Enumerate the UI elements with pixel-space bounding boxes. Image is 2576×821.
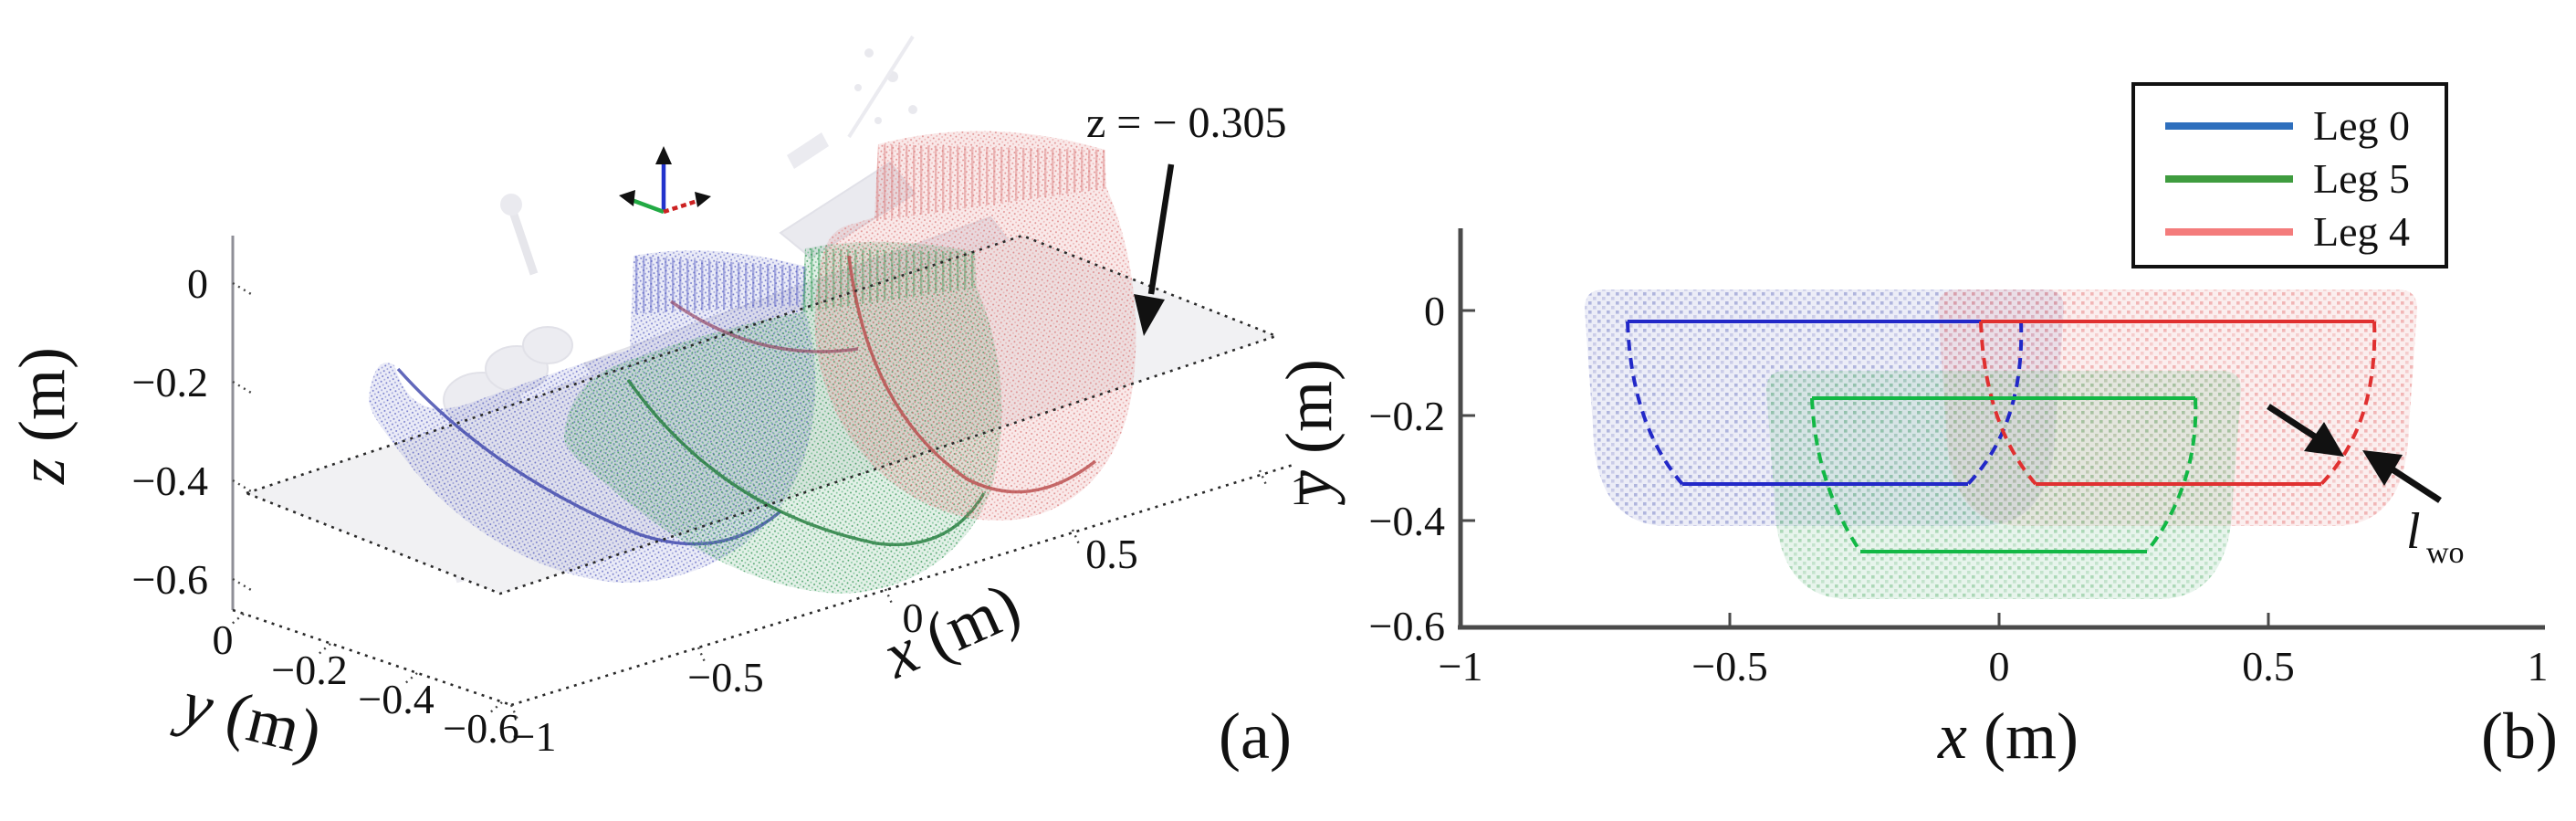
coordinate-triad [619, 146, 711, 215]
plot-b: 0 −0.2 −0.4 −0.6 y (m) −1 −0.5 0 0.5 1 x… [1272, 82, 2558, 773]
pinch-arrow-lower-icon [2362, 450, 2403, 486]
plot-a: 0 −0.2 −0.4 −0.6 z (m) 0 −0.2 −0.4 −0.6 … [5, 35, 1312, 773]
annotation-arrow-shaft [1147, 163, 1175, 295]
legend-item-leg0: Leg 0 [2165, 102, 2410, 149]
b-y-tick-label: 0 [1424, 288, 1445, 334]
b-x-axis: −1 −0.5 0 0.5 1 x (m) [1439, 613, 2549, 773]
x-arrowhead-icon [695, 192, 711, 207]
b-x-tick-label: 0.5 [2242, 643, 2295, 689]
b-x-tick-label: 1 [2528, 643, 2549, 689]
x-tick-label: 0 [903, 595, 924, 641]
x-tick-label: 1 [1291, 467, 1312, 513]
x-tick-label: −1 [512, 713, 557, 760]
panel-label-a: (a) [1219, 700, 1292, 773]
z-arrowhead-icon [655, 146, 672, 164]
y-tick-label: −0.6 [443, 705, 518, 752]
legend: Leg 0 Leg 5 Leg 4 [2131, 82, 2448, 268]
b-x-tick-label: 0 [1989, 643, 2010, 689]
offset-annotation: l wo [2267, 404, 2465, 570]
legend-label: Leg 0 [2313, 102, 2410, 149]
workspace-bowl-leg4 [669, 131, 1136, 521]
boundary-plane-border [243, 234, 1280, 595]
b-y-tick-label: −0.2 [1369, 393, 1445, 439]
y-tick-label: −0.4 [358, 676, 434, 722]
y-tick-label: 0 [213, 616, 234, 663]
pinch-arrow-upper-icon [2304, 422, 2344, 457]
panel-label-b: (b) [2481, 700, 2558, 773]
y-tick-label: −0.2 [271, 647, 347, 693]
z-axis-label: z (m) [5, 347, 79, 485]
z-axis: 0 −0.2 −0.4 −0.6 z (m) [5, 236, 252, 610]
legend-item-leg5: Leg 5 [2165, 155, 2410, 202]
b-x-axis-label: x (m) [1937, 700, 2079, 773]
b-y-tick-label: −0.6 [1369, 603, 1445, 649]
b-x-tick-label: −0.5 [1691, 643, 1767, 689]
plane-annotation-text: z = − 0.305 [1086, 99, 1286, 147]
offset-label: l [2406, 503, 2421, 560]
workspace-wall-leg0 [631, 256, 807, 314]
contour-leg5 [1810, 396, 2198, 553]
legend-label: Leg 5 [2313, 155, 2410, 202]
z-tick-label: −0.6 [132, 556, 208, 603]
x-tick-label: 0.5 [1085, 531, 1138, 577]
y-arrowhead-icon [619, 190, 635, 206]
shaded-region-leg5 [1766, 371, 2241, 599]
contour-leg4 [1979, 320, 2377, 486]
b-y-axis-label: y (m) [1272, 359, 1346, 506]
legend-item-leg4: Leg 4 [2165, 208, 2410, 255]
offset-label-subscript: wo [2426, 536, 2465, 570]
z-tick-label: 0 [187, 260, 208, 307]
contour-leg0 [1626, 320, 2024, 486]
z-tick-label: −0.4 [132, 458, 208, 504]
b-x-tick-label: −1 [1439, 643, 1483, 689]
legend-label: Leg 4 [2313, 208, 2410, 255]
workspace-wall-leg4 [874, 144, 1108, 221]
b-y-axis: 0 −0.2 −0.4 −0.6 y (m) [1272, 228, 1475, 649]
x-axis-arrow-icon [663, 198, 698, 215]
x-tick-label: −0.5 [687, 654, 763, 700]
down-arrow-icon [1134, 294, 1165, 336]
y-axis-arrow-icon [631, 197, 665, 215]
z-tick-label: −0.2 [132, 359, 208, 405]
b-y-tick-label: −0.4 [1369, 498, 1445, 544]
plane-annotation: z = − 0.305 [1086, 99, 1286, 336]
